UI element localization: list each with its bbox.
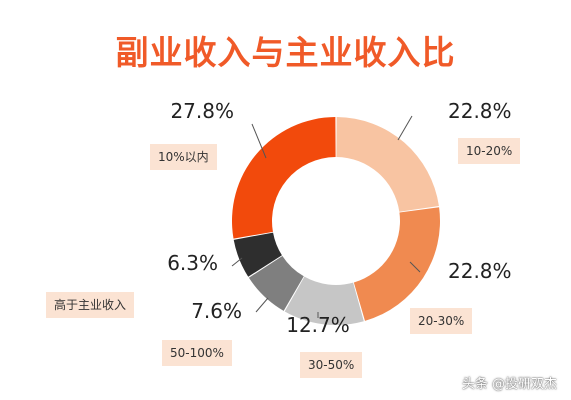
donut-slice-4 (233, 232, 282, 277)
donut-slice-1 (353, 207, 440, 321)
category-label-under-10: 10%以内 (150, 144, 217, 170)
category-label-10-20: 10-20% (458, 138, 521, 164)
data-label-5: 27.8% (170, 99, 234, 123)
data-label-3: 7.6% (191, 299, 242, 323)
donut-slice-3 (248, 255, 304, 311)
donut-slice-2 (284, 276, 364, 326)
donut-slice-5 (232, 117, 336, 239)
data-label-4: 6.3% (167, 251, 218, 275)
data-label-1: 22.8% (448, 259, 512, 283)
data-label-0: 22.8% (448, 99, 512, 123)
chart-title: 副业收入与主业收入比 (115, 33, 456, 72)
leader-line-4 (231, 257, 243, 267)
watermark: 头条 @投研双杰 (461, 377, 557, 392)
category-label-above-main: 高于主业收入 (46, 292, 135, 318)
donut-slice-0 (336, 117, 439, 212)
category-label-30-50: 30-50% (300, 352, 363, 378)
data-label-2: 12.7% (286, 313, 350, 337)
leader-line-5 (251, 123, 267, 159)
leader-line-1 (409, 261, 421, 273)
category-label-20-30: 20-30% (410, 308, 473, 334)
leader-line-0 (397, 115, 413, 141)
leader-line-3 (255, 297, 269, 313)
category-label-50-100: 50-100% (162, 340, 232, 366)
